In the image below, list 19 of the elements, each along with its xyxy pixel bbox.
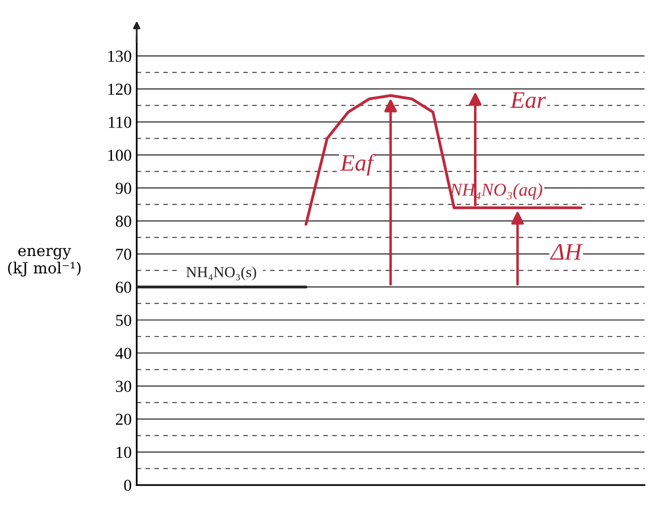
y-tick-label: 20 xyxy=(116,414,132,425)
y-tick-label: 0 xyxy=(124,480,132,491)
annotation: Ear xyxy=(510,92,546,108)
annotation: ΔH xyxy=(550,244,583,260)
y-tick-label: 130 xyxy=(108,50,132,62)
y-tick-label: 30 xyxy=(116,380,132,392)
annotation: Eaf xyxy=(340,154,376,176)
y-tick-label: 80 xyxy=(116,216,132,227)
y-tick-label: 40 xyxy=(116,348,132,359)
y-tick-label: 120 xyxy=(108,84,132,95)
series-label: NH₄NO₃(s) xyxy=(186,266,256,280)
y-tick-label: 70 xyxy=(116,248,132,260)
y-tick-label: 10 xyxy=(116,446,132,458)
y-tick-label: 50 xyxy=(116,314,132,326)
y-tick-label: 110 xyxy=(108,116,132,128)
y-tick-label: 60 xyxy=(116,282,132,293)
y-tick-label: 100 xyxy=(108,150,132,161)
y-axis-title: energy (kJ mol⁻¹) xyxy=(8,248,81,277)
y-tick-label: 90 xyxy=(116,182,132,194)
